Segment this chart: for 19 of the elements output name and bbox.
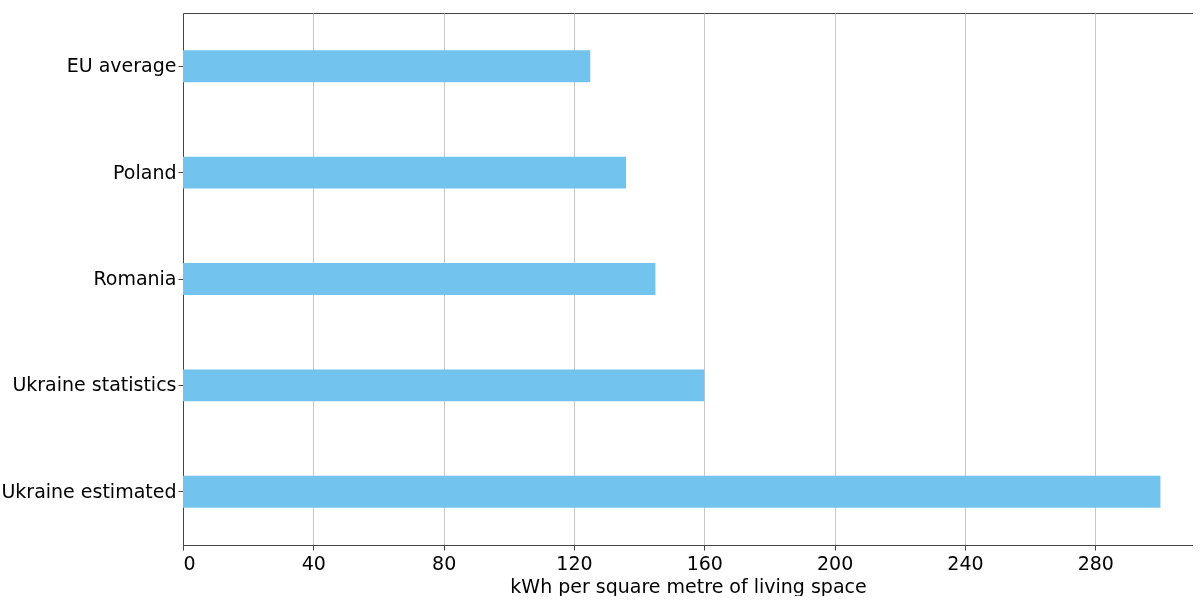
y-tick-label: Poland (113, 160, 177, 183)
y-tick-label: EU average (66, 54, 177, 77)
x-tick-label: 160 (686, 551, 723, 574)
y-tick-label: Romania (93, 267, 177, 289)
y-tick-label: Ukraine statistics (12, 373, 177, 396)
bar (183, 475, 1161, 508)
y-tick-label: Ukraine estimated (1, 479, 177, 502)
x-tick-label: 240 (947, 551, 984, 574)
bar (183, 369, 705, 402)
bar (183, 263, 656, 295)
x-tick-label: 40 (301, 551, 326, 574)
x-axis-title: kWh per square metre of living space (510, 574, 867, 597)
bar (183, 156, 627, 189)
x-tick-label: 200 (816, 551, 854, 574)
x-tick-label: 120 (556, 551, 593, 574)
x-tick-label: 0 (183, 551, 196, 574)
bar (183, 50, 591, 83)
x-tick-label: 80 (432, 551, 457, 574)
x-tick-label: 280 (1077, 551, 1114, 574)
